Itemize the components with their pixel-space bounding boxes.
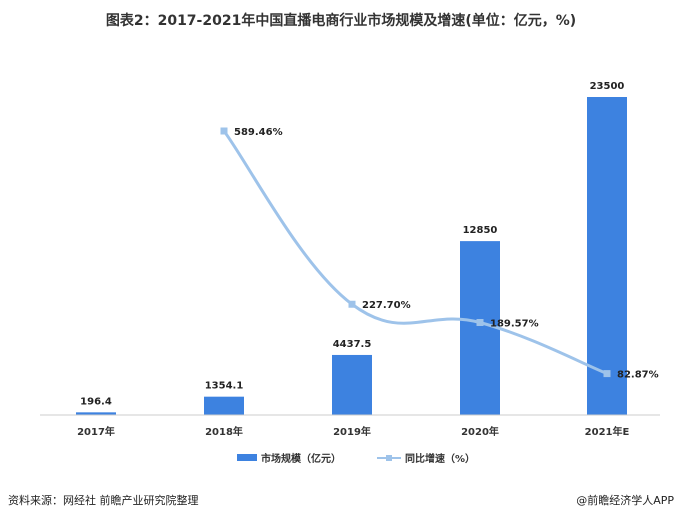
legend-line-marker: [386, 455, 392, 461]
legend-bar-label: 市场规模（亿元）: [261, 452, 341, 465]
bar-value-label-0: 196.4: [80, 396, 112, 407]
bar-2: [332, 354, 372, 415]
legend-bar-swatch: [237, 454, 257, 461]
bar-value-label-1: 1354.1: [205, 381, 244, 392]
growth-value-label-4: 82.87%: [617, 370, 659, 381]
legend-line-label: 同比增速（%）: [405, 452, 475, 465]
growth-point-3: [476, 319, 484, 326]
growth-line: [222, 130, 608, 375]
bar-3: [460, 241, 500, 415]
bar-value-label-3: 12850: [463, 225, 498, 236]
x-tick-label-0: 2017年: [77, 425, 115, 438]
brand-watermark: @前瞻经济学人APP: [576, 494, 674, 507]
x-tick-label-3: 2020年: [461, 425, 499, 438]
bar-value-label-2: 4437.5: [333, 339, 372, 350]
x-tick-label-1: 2018年: [205, 425, 243, 438]
growth-value-label-3: 189.57%: [490, 319, 539, 330]
bar-1: [204, 396, 244, 415]
growth-point-2: [348, 300, 356, 308]
bar-value-label-4: 23500: [590, 81, 625, 92]
growth-value-label-2: 227.70%: [362, 300, 411, 311]
chart-title: 图表2：2017-2021年中国直播电商行业市场规模及增速(单位：亿元，%): [105, 13, 577, 29]
growth-value-label-1: 589.46%: [234, 127, 283, 138]
growth-point-1: [220, 127, 228, 135]
legend: 市场规模（亿元） 同比增速（%）: [237, 452, 475, 465]
x-tick-label-4: 2021年E: [585, 425, 630, 438]
x-tick-label-2: 2019年: [333, 425, 371, 438]
growth-point-4: [603, 370, 611, 378]
bar-4: [587, 97, 627, 415]
bar-0: [76, 412, 116, 415]
source-note: 资料来源：网经社 前瞻产业研究院整理: [8, 494, 199, 507]
